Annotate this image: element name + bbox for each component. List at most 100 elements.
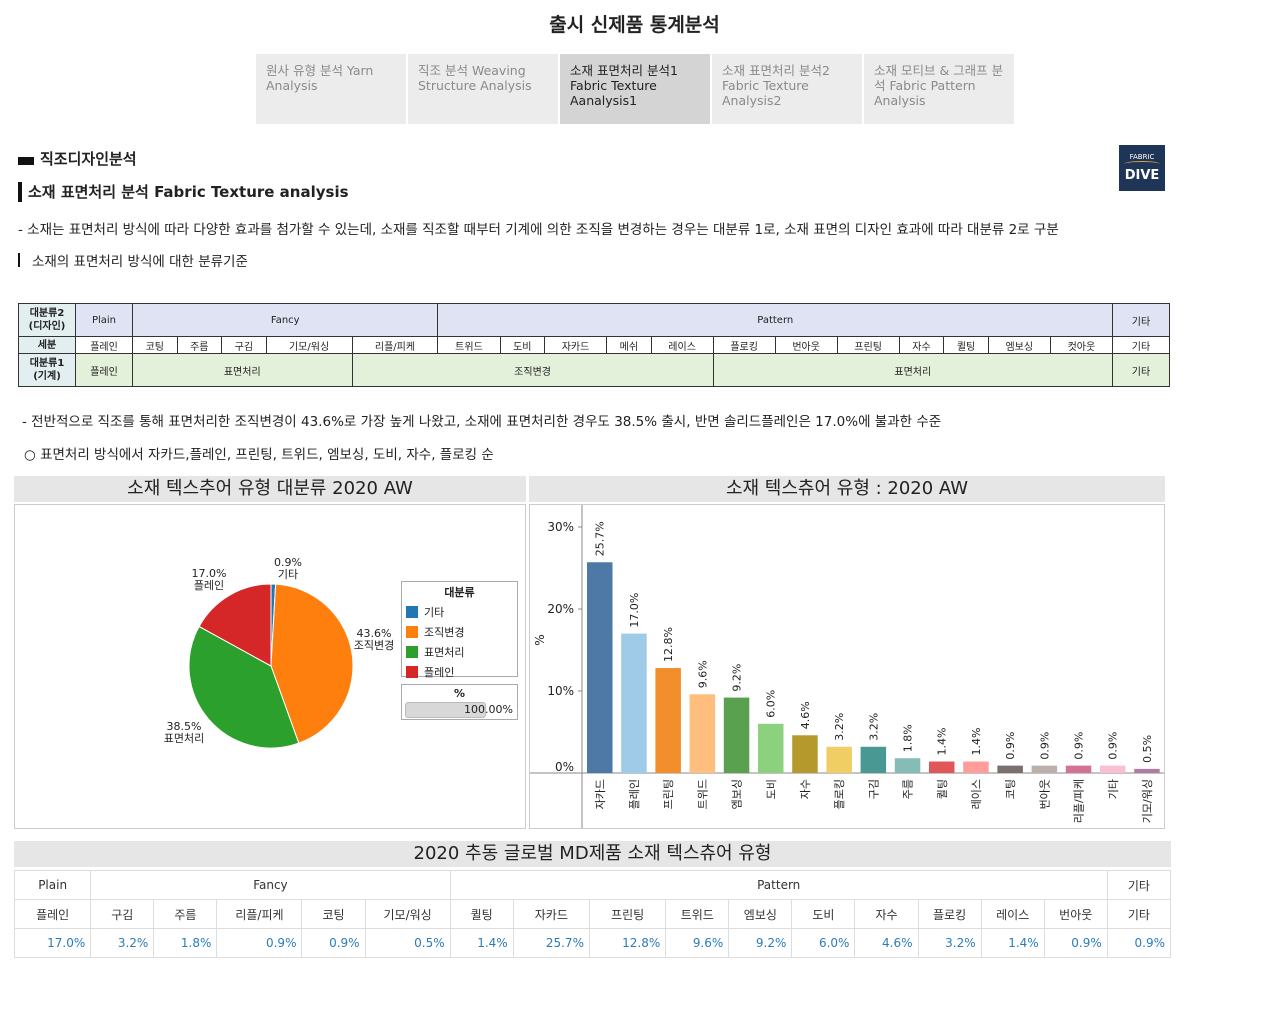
bar-10[interactable] (929, 761, 955, 773)
percent-filter-box: % 100.00% (401, 684, 518, 720)
legend-item[interactable]: 플레인 (406, 662, 513, 682)
md-value-cell: 0.5% (364, 928, 451, 958)
machine-surface-2: 표면처리 (712, 353, 1114, 387)
pie-chart-panel: 0.9% 기타 43.6% 조직변경 38.5% 표면처리 17.0% 플레인 (14, 504, 526, 829)
md-header-cell: 트위드 (665, 899, 730, 929)
detail-cell: 플로킹 (712, 336, 776, 354)
md-header-cell: 도비 (791, 899, 856, 929)
x-tick-label: 번아웃 (1038, 779, 1051, 809)
x-tick-label: 기모/워싱 (1141, 779, 1154, 823)
pie-category-label: 표면처리 (164, 732, 204, 745)
detail-cell: 엠보싱 (987, 336, 1051, 354)
pie-chart-svg: 0.9%기타 43.6%조직변경 38.5%표면처리 17.0%플레인 (164, 556, 394, 749)
bar-4[interactable] (723, 697, 750, 773)
bar-16[interactable] (1134, 768, 1160, 773)
pie-value-label: 0.9% (274, 556, 302, 569)
pie-value-label: 38.5% (167, 720, 202, 733)
bar-value-label: 12.8% (662, 627, 675, 662)
bar-6[interactable] (792, 735, 818, 773)
tab-weaving-analysis[interactable]: 직조 분석 Weaving Structure Analysis (408, 54, 558, 124)
percent-filter-value: 100.00% (464, 703, 513, 716)
percent-filter-slider[interactable] (405, 702, 486, 718)
detail-cell: 컷아웃 (1049, 336, 1114, 354)
md-group-pattern: Pattern (449, 870, 1108, 900)
md-texture-table: Plain Fancy Pattern 기타 플레인 구김 주름 리플/피케 코팅 기모/… (13, 870, 1172, 958)
machine-weave-change: 조직변경 (351, 353, 714, 387)
bar-7[interactable] (826, 746, 852, 773)
md-value-cell: 4.6% (854, 928, 919, 958)
md-header-cell: 자카드 (512, 899, 590, 929)
description-text: - 소재는 표면처리 방식에 따라 다양한 효과를 첨가할 수 있는데, 소재를… (18, 222, 1059, 238)
criteria-label: 소재의 표면처리 방식에 대한 분류기준 (32, 254, 248, 270)
bar-value-label: 9.6% (696, 660, 709, 688)
logo-wave-icon (1124, 161, 1160, 167)
sub-title: 소재 표면처리 분석 Fabric Texture analysis (18, 182, 349, 202)
bar-2[interactable] (655, 668, 681, 773)
detail-cell: 자카드 (544, 336, 608, 354)
row-head-design: 대분류2 (디자인) (18, 303, 76, 337)
md-header-cell: 퀼팅 (449, 899, 514, 929)
x-tick-label: 구김 (867, 779, 880, 799)
bar-1[interactable] (621, 633, 647, 773)
bar-value-label: 3.2% (867, 713, 880, 741)
detail-cell: 번아웃 (774, 336, 838, 354)
bar-9[interactable] (894, 758, 921, 773)
detail-cell: 레이스 (650, 336, 714, 354)
md-header-cell: 리플/피케 (216, 899, 303, 929)
md-value-cell: 6.0% (791, 928, 856, 958)
bar-value-label: 3.2% (833, 713, 846, 741)
pie-slice-1[interactable] (270, 583, 354, 744)
bar-3[interactable] (689, 694, 716, 773)
x-tick-label: 레이스 (970, 779, 983, 809)
legend-label: 표면처리 (424, 646, 465, 659)
x-tick-label: 퀼팅 (936, 779, 949, 799)
y-tick-label: 10% (547, 684, 574, 698)
legend-item[interactable]: 표면처리 (406, 642, 513, 662)
md-value-cell: 12.8% (588, 928, 667, 958)
bar-12[interactable] (997, 765, 1023, 773)
legend-item[interactable]: 조직변경 (406, 622, 513, 642)
tab-pattern-analysis[interactable]: 소재 모티브 & 그래프 분석 Fabric Pattern Analysis (864, 54, 1014, 124)
md-header-cell: 번아웃 (1043, 899, 1108, 929)
bar-chart-panel: 0% 10% 20% 30%% 25.7% 자카드 17.0% 플레인 12.8% 프린팅 9.6%… (529, 504, 1165, 829)
pie-chart-title: 소재 텍스추어 유형 대분류 2020 AW (14, 476, 526, 502)
bar-15[interactable] (1100, 765, 1126, 773)
x-tick-label: 기타 (1107, 779, 1120, 799)
legend-label: 조직변경 (424, 626, 465, 639)
detail-cell: 기모/워싱 (265, 336, 353, 354)
classification-table: 대분류2 (디자인) Plain Fancy Pattern 기타 세분 플레인 … (18, 303, 1170, 387)
md-value-cell: 9.6% (665, 928, 730, 958)
detail-cell: 코팅 (132, 336, 178, 354)
bar-14[interactable] (1065, 765, 1092, 773)
square-bullet-icon (18, 156, 34, 165)
md-value-cell: 1.8% (153, 928, 218, 958)
bar-0[interactable] (587, 562, 613, 773)
bar-13[interactable] (1031, 765, 1058, 773)
bar-5[interactable] (758, 723, 784, 773)
tab-texture-analysis-2[interactable]: 소재 표면처리 분석2 Fabric Texture Analysis2 (712, 54, 862, 124)
tab-yarn-analysis[interactable]: 원사 유형 분석 Yarn Analysis (256, 54, 406, 124)
bar-value-label: 0.5% (1141, 735, 1154, 763)
detail-cell: 퀼팅 (943, 336, 989, 354)
y-tick-label: 20% (547, 602, 574, 616)
md-header-cell: 플로킹 (917, 899, 982, 929)
detail-cell: 도비 (499, 336, 546, 354)
pie-slice-3[interactable] (198, 583, 272, 667)
detail-cell: 메쉬 (606, 336, 652, 354)
legend-item[interactable]: 기타 (406, 602, 513, 622)
tab-texture-analysis-1[interactable]: 소재 표면처리 분석1 Fabric Texture Aanalysis1 (560, 54, 710, 124)
logo-line1: FABRIC (1129, 153, 1155, 161)
bar-value-label: 1.4% (970, 728, 983, 756)
bar-value-label: 6.0% (765, 690, 778, 718)
bar-value-label: 0.9% (1038, 732, 1051, 760)
y-axis-label: % (533, 634, 547, 645)
x-tick-label: 주름 (902, 779, 915, 799)
bar-11[interactable] (963, 761, 989, 773)
detail-cell: 주름 (176, 336, 223, 354)
pie-value-label: 43.6% (357, 627, 392, 640)
md-group-plain: Plain (13, 870, 92, 900)
pie-slice-2[interactable] (188, 625, 300, 749)
detail-cell: 프린팅 (836, 336, 900, 354)
fabric-dive-logo: FABRIC DIVE (1119, 145, 1165, 191)
bar-8[interactable] (860, 746, 887, 773)
